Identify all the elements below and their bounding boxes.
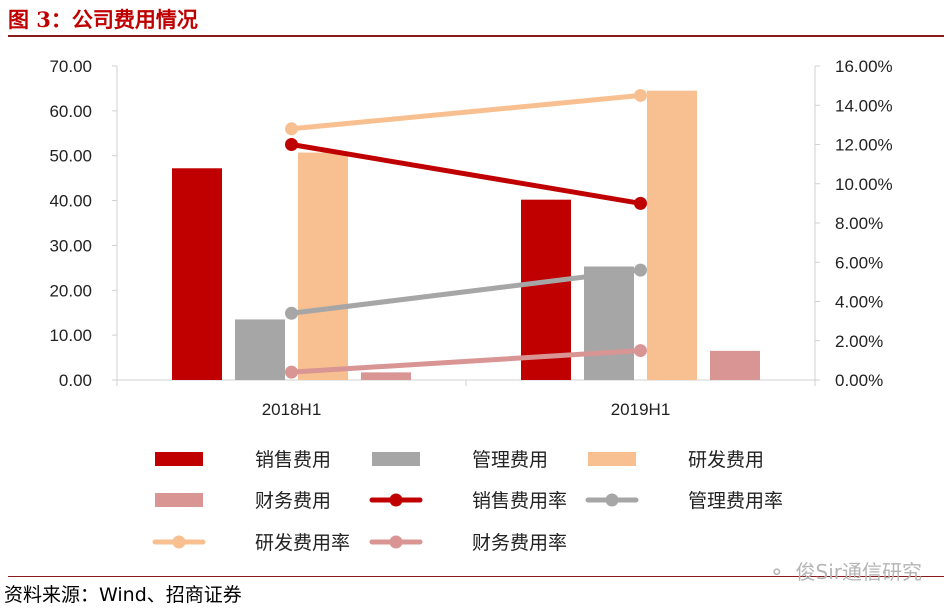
source-divider — [8, 576, 944, 577]
right-tick-label: 12.00% — [835, 136, 893, 155]
line-point — [634, 88, 647, 102]
legend-label: 销售费用率 — [472, 490, 567, 512]
category-label: 2019H1 — [611, 400, 671, 419]
bar — [235, 319, 285, 380]
left-tick-label: 10.00 — [49, 326, 92, 345]
right-tick-label: 16.00% — [835, 57, 893, 76]
series-line — [289, 142, 643, 206]
right-tick-label: 0.00% — [835, 371, 883, 390]
line-point — [634, 196, 647, 210]
legend-bar-swatch — [588, 452, 636, 466]
left-tick-label: 40.00 — [49, 192, 92, 211]
legend-label: 财务费用 — [255, 490, 331, 512]
legend-bar-swatch — [155, 493, 203, 507]
series-line — [289, 348, 643, 375]
series-line — [289, 267, 643, 316]
bar — [172, 168, 222, 380]
line-point — [285, 138, 298, 151]
wechat-icon: ⚬ — [768, 560, 786, 584]
legend-label: 管理费用率 — [688, 490, 783, 512]
legend-label: 研发费用 — [688, 449, 764, 471]
source-note: 资料来源：Wind、招商证券 — [4, 584, 242, 606]
watermark: ⚬ 俊Sir通信研究 — [768, 556, 922, 585]
legend-label: 销售费用 — [255, 449, 331, 471]
expense-chart: 0.00 10.00 20.00 30.00 40.00 50.00 60.00 70.00 0… — [49, 57, 893, 554]
right-tick-label: 2.00% — [835, 332, 883, 351]
line-point — [634, 263, 647, 277]
legend-label: 研发费用率 — [255, 532, 350, 554]
legend-label: 管理费用 — [472, 449, 548, 471]
bar — [521, 199, 571, 380]
category-label: 2018H1 — [262, 400, 322, 419]
left-tick-label: 0.00 — [59, 371, 92, 390]
bar — [584, 266, 634, 380]
right-tick-label: 6.00% — [835, 253, 883, 272]
bar — [298, 152, 348, 380]
legend-label: 财务费用率 — [472, 532, 567, 554]
left-tick-label: 60.00 — [49, 102, 92, 121]
legend-bar-swatch — [155, 452, 203, 466]
series-line — [289, 92, 643, 132]
legend-line-marker — [389, 493, 403, 507]
left-tick-label: 20.00 — [49, 281, 92, 300]
bar — [710, 350, 760, 380]
legend-bar-swatch — [372, 452, 420, 466]
right-tick-label: 8.00% — [835, 214, 883, 233]
legend-line-marker — [389, 535, 403, 549]
legend-line-marker — [172, 535, 186, 549]
title-divider — [8, 35, 944, 37]
left-tick-label: 70.00 — [49, 57, 92, 76]
figure-title: 图 3：公司费用情况 — [8, 7, 198, 32]
right-tick-label: 14.00% — [835, 96, 893, 115]
line-point — [285, 122, 298, 136]
line-point — [634, 344, 647, 358]
watermark-label: 俊Sir通信研究 — [795, 560, 922, 584]
bar — [361, 372, 411, 380]
left-tick-label: 50.00 — [49, 147, 92, 166]
bar — [647, 90, 697, 381]
line-point — [285, 306, 298, 320]
left-tick-label: 30.00 — [49, 236, 92, 255]
line-point — [285, 365, 298, 379]
right-tick-label: 10.00% — [835, 175, 893, 194]
legend-line-marker — [605, 493, 619, 507]
right-tick-label: 4.00% — [835, 293, 883, 312]
